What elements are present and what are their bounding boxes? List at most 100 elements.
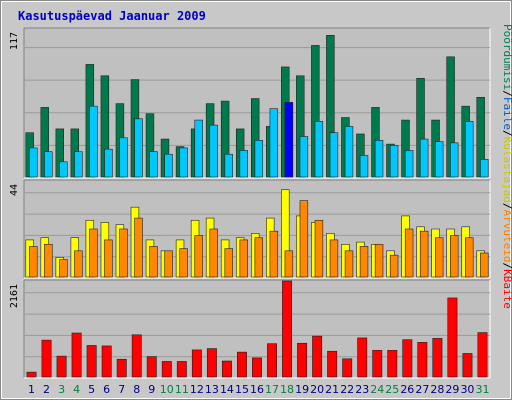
bar-faile-day-5: [89, 105, 98, 178]
bar-kbaite-day-7: [116, 358, 127, 378]
legend-label-kbaite: KBaite: [501, 269, 512, 309]
bar-faile-day-17: [269, 108, 279, 178]
bar-arvuteid-day-21: [329, 239, 339, 278]
x-tick-label-15: 15: [235, 383, 249, 396]
bar-faile-day-9: [149, 151, 158, 178]
bar-arvuteid-day-6: [104, 239, 113, 278]
bar-arvuteid-day-22: [344, 250, 354, 278]
x-tick-label-21: 21: [325, 383, 339, 396]
x-tick-label-10: 10: [160, 383, 174, 396]
bar-faile-day-27: [419, 138, 429, 178]
legend-label-faile: Faile: [501, 97, 512, 130]
x-tick-label-1: 1: [28, 383, 35, 396]
bar-faile-day-29: [450, 142, 459, 178]
bar-arvuteid-day-29: [450, 235, 459, 278]
bar-faile-day-22: [344, 126, 354, 178]
bar-kbaite-day-1: [26, 371, 37, 378]
bar-faile-day-10: [164, 153, 173, 178]
x-tick-label-24: 24: [370, 383, 384, 396]
bar-faile-day-31: [480, 158, 489, 178]
bar-arvuteid-day-23: [359, 246, 369, 278]
bar-kbaite-day-20: [312, 335, 323, 378]
bar-kbaite-day-12: [191, 349, 202, 378]
x-tick-label-8: 8: [133, 383, 140, 396]
y-max-label-top: 117: [9, 32, 20, 50]
x-tick-label-19: 19: [295, 383, 309, 396]
bar-kbaite-day-2: [41, 339, 52, 378]
bar-kbaite-day-25: [387, 350, 398, 378]
x-tick-label-16: 16: [250, 383, 264, 396]
bar-külastajad-day-18: [284, 102, 294, 178]
legend-label-arvuteid: Arvuteid: [501, 209, 512, 262]
bar-kbaite-day-29: [447, 297, 458, 378]
bar-arvuteid-day-9: [149, 246, 158, 278]
bar-arvuteid-day-18: [284, 250, 294, 278]
bar-faile-day-21: [329, 132, 339, 178]
bar-kbaite-day-23: [357, 337, 368, 378]
bar-kbaite-day-22: [342, 358, 353, 378]
bar-kbaite-day-14: [221, 360, 232, 378]
x-tick-label-4: 4: [73, 383, 80, 396]
bar-arvuteid-day-11: [179, 248, 188, 278]
legend-separator: /: [501, 262, 512, 269]
bar-kbaite-day-18: [282, 280, 293, 378]
x-tick-label-12: 12: [190, 383, 204, 396]
x-tick-label-18: 18: [280, 383, 294, 396]
bar-kbaite-day-19: [297, 342, 308, 378]
bar-faile-day-25: [389, 145, 399, 178]
y-max-label-bottom: 2161: [9, 284, 20, 308]
bar-arvuteid-day-10: [164, 250, 173, 278]
x-tick-label-23: 23: [355, 383, 369, 396]
bar-faile-day-14: [224, 153, 233, 178]
right-legend: Pöördumisi/Faile/Külastajad/Arvuteid/KBa…: [501, 24, 512, 309]
bar-kbaite-day-16: [252, 357, 262, 378]
chart-title: Kasutuspäevad Jaanuar 2009: [18, 9, 206, 23]
bar-kbaite-day-15: [237, 351, 247, 378]
bar-faile-day-13: [209, 124, 218, 178]
legend-separator: /: [501, 130, 512, 137]
x-tick-label-29: 29: [445, 383, 459, 396]
bar-arvuteid-day-8: [134, 217, 143, 278]
legend-separator: /: [501, 90, 512, 97]
x-tick-label-17: 17: [265, 383, 279, 396]
bar-faile-day-28: [434, 141, 444, 178]
x-tick-label-22: 22: [340, 383, 354, 396]
x-tick-label-14: 14: [220, 383, 234, 396]
bar-faile-day-15: [239, 150, 248, 178]
bar-arvuteid-day-28: [434, 237, 444, 278]
bar-kbaite-day-5: [86, 345, 97, 378]
bar-arvuteid-day-20: [314, 219, 324, 278]
bar-arvuteid-day-12: [194, 235, 203, 278]
bar-faile-day-16: [254, 140, 264, 178]
bar-faile-day-30: [465, 121, 474, 178]
bar-arvuteid-day-3: [59, 259, 68, 278]
bar-faile-day-11: [179, 147, 188, 178]
bar-faile-day-6: [104, 148, 113, 178]
legend-label-külastajad: Külastajad: [501, 137, 512, 203]
legend-separator: /: [501, 203, 512, 210]
bar-arvuteid-day-13: [209, 228, 218, 278]
x-tick-label-26: 26: [400, 383, 414, 396]
bar-kbaite-day-6: [101, 345, 112, 378]
bar-arvuteid-day-14: [224, 248, 233, 278]
bar-kbaite-day-17: [267, 343, 277, 378]
bar-arvuteid-day-30: [465, 237, 474, 278]
bar-kbaite-day-9: [146, 356, 157, 378]
bar-arvuteid-day-7: [119, 228, 128, 278]
bar-kbaite-day-4: [71, 332, 82, 378]
bar-arvuteid-day-16: [254, 237, 264, 278]
x-tick-label-11: 11: [175, 383, 189, 396]
bar-kbaite-day-28: [432, 338, 443, 378]
x-tick-label-7: 7: [118, 383, 125, 396]
y-max-label-mid: 44: [9, 184, 20, 196]
bar-arvuteid-day-15: [239, 239, 248, 278]
bar-faile-day-2: [44, 151, 53, 178]
x-tick-label-28: 28: [430, 383, 444, 396]
bar-arvuteid-day-27: [419, 230, 429, 278]
bar-kbaite-day-13: [206, 348, 217, 378]
bar-arvuteid-day-26: [404, 228, 414, 278]
bar-faile-day-8: [134, 118, 143, 178]
bar-faile-day-19: [299, 136, 309, 178]
bar-kbaite-day-8: [131, 334, 142, 378]
